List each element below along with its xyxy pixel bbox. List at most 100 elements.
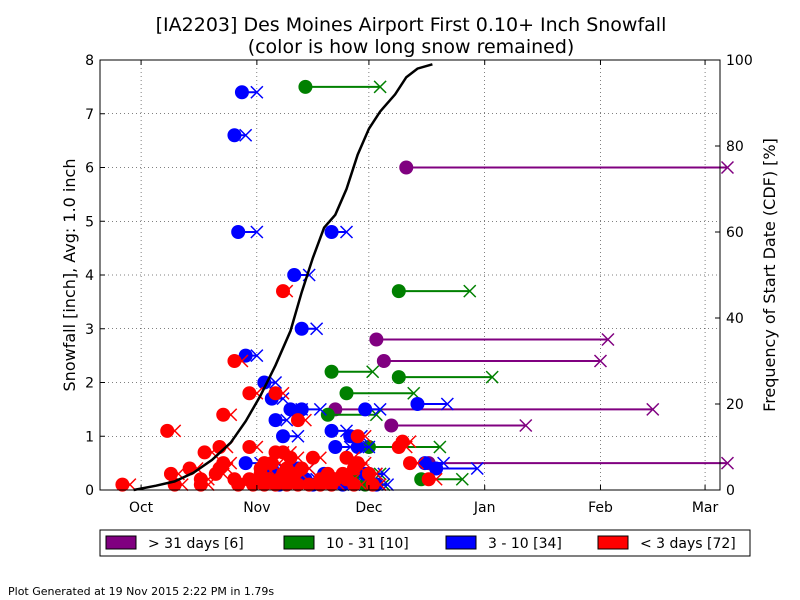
end-marker — [601, 332, 615, 347]
start-point — [290, 413, 305, 428]
end-marker — [339, 225, 354, 239]
end-marker — [720, 456, 735, 470]
start-point — [339, 450, 354, 465]
start-point — [287, 268, 302, 282]
start-point — [369, 332, 384, 347]
y2-tick-label: 80 — [726, 139, 744, 155]
start-point — [376, 354, 391, 368]
cdf-line — [133, 63, 433, 492]
start-point — [346, 477, 361, 492]
end-marker — [373, 80, 387, 94]
y-tick-label: 2 — [85, 376, 94, 392]
start-point — [391, 284, 406, 299]
start-point — [391, 370, 406, 385]
start-point — [115, 477, 130, 492]
y-tick-label: 5 — [85, 214, 94, 230]
legend-label: > 31 days [6] — [148, 536, 244, 552]
start-point — [238, 348, 253, 363]
start-point — [391, 440, 406, 454]
legend-label: 3 - 10 [34] — [488, 536, 562, 552]
end-marker — [433, 440, 447, 454]
footer-text: Plot Generated at 19 Nov 2015 2:22 PM in… — [8, 585, 274, 598]
x-tick-label: Mar — [692, 500, 719, 516]
start-point — [208, 466, 223, 481]
start-point — [238, 456, 253, 471]
start-point — [384, 418, 399, 433]
legend-label: 10 - 31 [10] — [326, 536, 409, 552]
x-tick-label: Nov — [243, 500, 270, 516]
start-point — [429, 461, 444, 476]
start-point — [410, 397, 425, 411]
start-point — [160, 423, 175, 438]
start-point — [346, 461, 361, 476]
end-marker — [455, 472, 469, 486]
y-tick-label: 7 — [85, 107, 94, 123]
start-point — [350, 429, 365, 444]
start-point — [193, 477, 208, 492]
y-tick-label: 3 — [85, 322, 94, 338]
end-marker — [250, 225, 264, 239]
y-tick-label: 6 — [85, 161, 94, 177]
start-point — [257, 477, 272, 492]
start-point — [163, 466, 178, 481]
start-point — [421, 472, 436, 487]
start-point — [283, 450, 298, 465]
start-point — [328, 440, 343, 454]
y-tick-label: 1 — [85, 429, 94, 445]
x-tick-label: Dec — [355, 500, 382, 516]
y-axis-title: Snowfall [inch], Avg: 1.0 inch — [60, 159, 79, 392]
end-marker — [291, 429, 305, 443]
y2-tick-label: 20 — [726, 397, 744, 413]
end-marker — [646, 402, 660, 416]
start-point — [279, 477, 294, 492]
start-point — [290, 477, 305, 492]
legend-swatch — [597, 535, 629, 550]
start-point — [264, 456, 279, 471]
y2-tick-label: 40 — [726, 311, 744, 327]
end-marker — [313, 402, 327, 416]
x-tick-label: Feb — [588, 500, 613, 516]
end-marker — [440, 397, 454, 411]
start-point — [324, 364, 339, 379]
start-point — [403, 456, 417, 471]
start-point — [268, 477, 283, 492]
end-marker — [519, 418, 533, 433]
y-tick-label: 0 — [85, 483, 94, 499]
start-point — [350, 440, 365, 454]
end-marker — [269, 375, 283, 390]
start-point — [399, 160, 414, 175]
y-tick-label: 4 — [85, 268, 94, 284]
end-marker — [250, 349, 264, 363]
end-marker — [470, 461, 484, 476]
y-tick-label: 8 — [85, 53, 94, 69]
start-point — [234, 85, 249, 100]
start-point — [268, 386, 283, 401]
start-point — [324, 423, 339, 438]
legend-swatch — [283, 535, 315, 550]
start-point — [298, 79, 313, 94]
end-marker — [369, 408, 383, 422]
legend-swatch — [445, 535, 477, 550]
start-point — [313, 477, 328, 492]
end-marker — [366, 365, 380, 379]
start-point — [283, 402, 298, 417]
start-point — [358, 402, 373, 417]
cdf-layer — [133, 63, 433, 492]
end-marker — [463, 284, 477, 298]
x-tick-label: Jan — [473, 500, 496, 516]
chart-title: [IA2203] Des Moines Airport First 0.10+ … — [156, 14, 667, 36]
start-point — [227, 128, 242, 143]
start-point — [302, 477, 317, 492]
start-point — [324, 477, 339, 492]
legend-label: < 3 days [72] — [640, 536, 736, 552]
end-marker — [720, 160, 735, 175]
end-marker — [250, 85, 264, 99]
end-marker — [362, 440, 376, 454]
start-point — [305, 450, 320, 465]
start-point — [242, 386, 257, 401]
start-point — [227, 354, 242, 368]
start-point — [231, 225, 246, 239]
start-point — [276, 429, 291, 444]
